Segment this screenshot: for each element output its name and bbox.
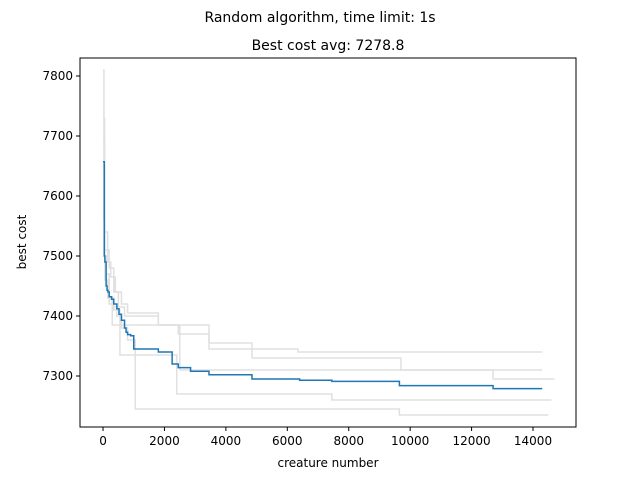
x-tick-label: 10000 [391, 434, 429, 448]
figure-suptitle: Random algorithm, time limit: 1s [204, 10, 435, 26]
run-line-2 [103, 117, 543, 353]
x-tick-label: 6000 [272, 434, 303, 448]
x-axis-ticks: 0 2000 4000 6000 8000 10000 12000 14000 [99, 427, 552, 448]
plot-frame [79, 57, 577, 428]
x-axis-label: creature number [277, 456, 378, 470]
x-tick-label: 14000 [514, 434, 552, 448]
x-tick-label: 0 [99, 434, 107, 448]
y-tick-label: 7600 [42, 189, 73, 203]
y-tick-label: 7400 [42, 309, 73, 323]
run-line-3 [103, 141, 555, 380]
y-axis-label: best cost [15, 214, 29, 269]
chart-title: Best cost avg: 7278.8 [252, 38, 405, 54]
y-tick-label: 7300 [42, 369, 73, 383]
y-tick-label: 7800 [42, 69, 73, 83]
y-tick-label: 7500 [42, 249, 73, 263]
x-tick-label: 4000 [211, 434, 242, 448]
average-line-layer [103, 161, 543, 390]
y-axis-ticks: 7300 7400 7500 7600 7700 7800 [42, 69, 80, 383]
average-best-cost-line [103, 161, 543, 390]
run-lines [103, 69, 555, 416]
run-line-5 [103, 165, 549, 416]
x-tick-label: 2000 [149, 434, 180, 448]
y-tick-label: 7700 [42, 129, 73, 143]
x-tick-label: 12000 [452, 434, 490, 448]
x-tick-label: 8000 [333, 434, 364, 448]
